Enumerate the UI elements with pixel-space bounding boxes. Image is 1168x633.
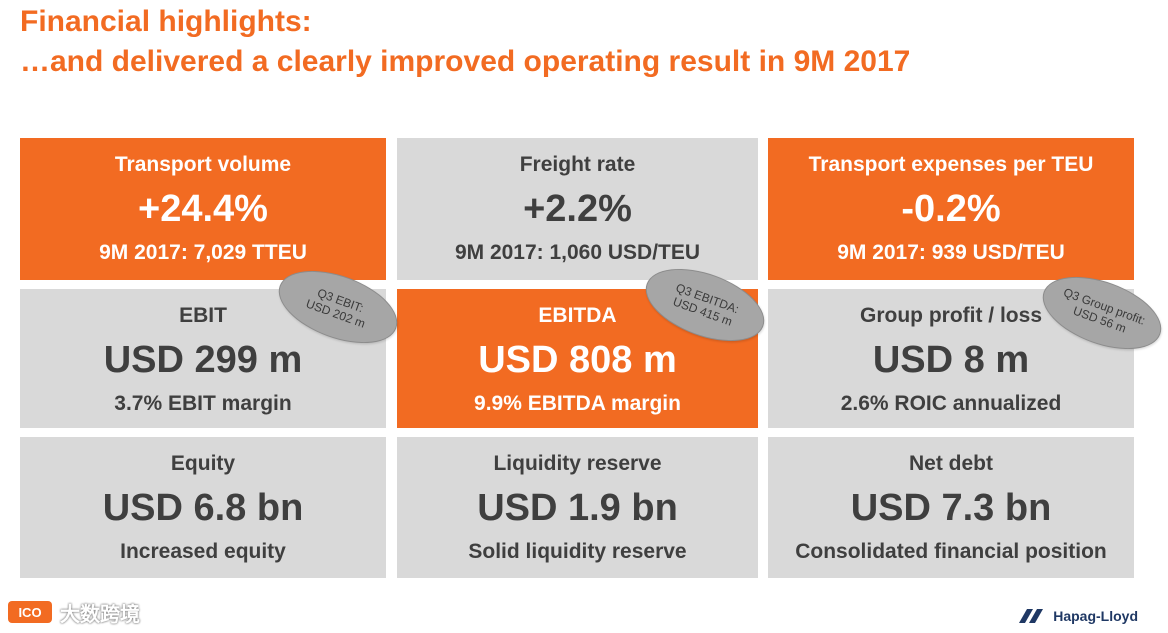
tile-value: USD 1.9 bn xyxy=(477,487,678,529)
tile-label: Transport volume xyxy=(114,153,292,176)
tile-sub: Increased equity xyxy=(120,540,286,563)
tile-label: Transport expenses per TEU xyxy=(808,153,1094,176)
tile-sub: Solid liquidity reserve xyxy=(468,540,687,563)
tile-value: USD 808 m xyxy=(478,339,677,381)
tile-transport-volume: Transport volume +24.4% 9M 2017: 7,029 T… xyxy=(20,138,386,280)
tile-liquidity-reserve: Liquidity reserve USD 1.9 bn Solid liqui… xyxy=(397,437,758,578)
slide-title: Financial highlights: …and delivered a c… xyxy=(20,2,910,82)
company-logo: Hapag-Lloyd xyxy=(1017,604,1138,628)
tile-label: EBIT xyxy=(179,304,227,327)
tile-sub: 9M 2017: 7,029 TTEU xyxy=(99,241,307,264)
hapag-lloyd-logo-icon xyxy=(1019,609,1044,623)
tile-freight-rate: Freight rate +2.2% 9M 2017: 1,060 USD/TE… xyxy=(397,138,758,280)
title-line-2: …and delivered a clearly improved operat… xyxy=(20,45,911,78)
tile-value: USD 299 m xyxy=(103,339,303,381)
tile-transport-expenses: Transport expenses per TEU -0.2% 9M 2017… xyxy=(768,138,1134,280)
tile-sub: 3.7% EBIT margin xyxy=(114,392,292,415)
tile-label: Group profit / loss xyxy=(860,304,1042,327)
title-line-1: Financial highlights: xyxy=(20,5,312,38)
tile-label: Equity xyxy=(170,452,236,475)
tile-sub: Consolidated financial position xyxy=(795,540,1107,563)
watermark: ICO 大数跨境 xyxy=(8,598,140,626)
tile-value: USD 8 m xyxy=(872,339,1030,381)
tile-net-debt: Net debt USD 7.3 bn Consolidated financi… xyxy=(768,437,1134,578)
tile-sub: 9M 2017: 939 USD/TEU xyxy=(837,241,1065,264)
watermark-logo-icon: ICO xyxy=(8,601,52,623)
tile-ebit: EBIT USD 299 m 3.7% EBIT margin xyxy=(20,289,386,428)
tile-value: +2.2% xyxy=(523,188,632,230)
tile-sub: 9.9% EBITDA margin xyxy=(474,392,681,415)
tile-label: Freight rate xyxy=(519,153,636,176)
tile-value: +24.4% xyxy=(138,188,268,230)
tile-equity: Equity USD 6.8 bn Increased equity xyxy=(20,437,386,578)
tile-value: USD 6.8 bn xyxy=(102,487,304,529)
tile-sub: 2.6% ROIC annualized xyxy=(840,392,1062,415)
logo-text: Hapag-Lloyd xyxy=(1053,608,1138,624)
tile-sub: 9M 2017: 1,060 USD/TEU xyxy=(454,241,701,264)
tile-label: EBITDA xyxy=(538,304,617,327)
watermark-text: 大数跨境 xyxy=(60,603,140,626)
tile-value: -0.2% xyxy=(901,188,1001,230)
tile-label: Liquidity reserve xyxy=(493,452,662,475)
tile-label: Net debt xyxy=(909,452,993,475)
tile-value: USD 7.3 bn xyxy=(850,487,1052,529)
